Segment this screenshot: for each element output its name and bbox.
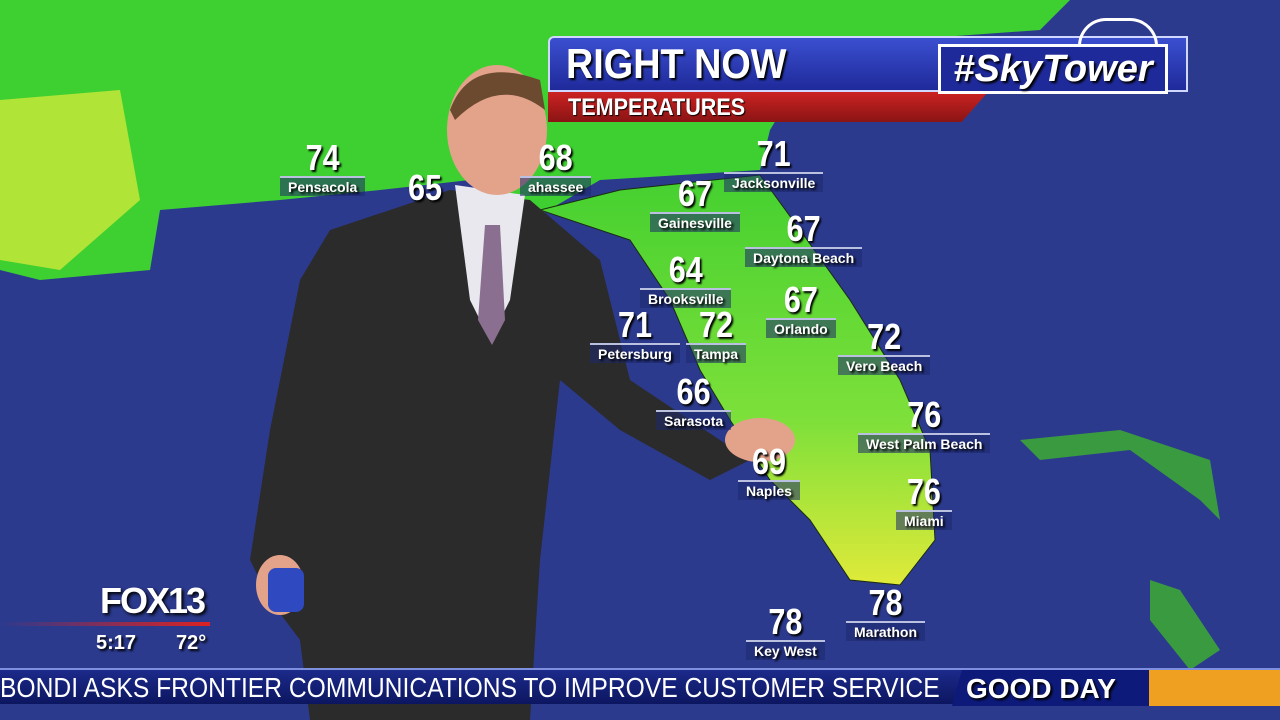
city-name: Naples — [738, 480, 800, 500]
city-name: West Palm Beach — [858, 433, 991, 453]
city-gainesville: 67 Gainesville — [650, 176, 740, 232]
ticker-headline: BONDI ASKS FRONTIER COMMUNICATIONS TO IM… — [0, 672, 940, 703]
show-name: GOOD DAY — [966, 673, 1116, 704]
city-sarasota: 66 Sarasota — [656, 371, 732, 430]
temp-value: 69 — [751, 441, 786, 482]
temp-value: 72 — [699, 304, 734, 345]
city-pensacola: 74 Pensacola — [280, 137, 366, 196]
city-name: Daytona Beach — [745, 247, 863, 267]
city-st-petersburg: 71 Petersburg — [590, 307, 680, 363]
temp-value: 76 — [907, 394, 942, 435]
city-name: Gainesville — [650, 212, 740, 232]
city-name: Tampa — [686, 343, 747, 363]
city-tampa: 72 Tampa — [686, 304, 747, 363]
current-temperature: 72° — [176, 632, 207, 654]
city-brooksville: 64 Brooksville — [640, 249, 732, 308]
temp-value: 67 — [786, 208, 821, 249]
city-naples: 69 Naples — [738, 444, 800, 500]
skytower-dome-icon — [1078, 18, 1158, 46]
header-title: RIGHT NOW — [566, 40, 787, 87]
temp-value: 68 — [538, 137, 573, 178]
temp-value: 67 — [783, 279, 818, 320]
city-unnamed: 65 — [405, 170, 445, 206]
city-name: Orlando — [766, 318, 836, 338]
city-daytona-beach: 67 Daytona Beach — [745, 208, 863, 267]
header-red-bar — [548, 92, 988, 122]
header-subtitle: TEMPERATURES — [568, 94, 746, 121]
skytower-logo: #SkyTower — [938, 44, 1168, 94]
city-marathon: 78 Marathon — [846, 585, 925, 641]
temp-value: 78 — [868, 582, 903, 623]
city-name: Sarasota — [656, 410, 732, 430]
city-name: ahassee — [520, 176, 592, 196]
temp-value: 64 — [668, 249, 703, 290]
cuba-island — [1150, 580, 1220, 670]
temp-value: 65 — [408, 167, 443, 208]
station-logo: FOX13 — [100, 580, 206, 621]
temp-value: 76 — [906, 471, 941, 512]
graphic-header: RIGHT NOW TEMPERATURES — [548, 36, 1280, 122]
city-name: Brooksville — [640, 288, 732, 308]
city-name: Jacksonville — [724, 172, 824, 192]
news-ticker: BONDI ASKS FRONTIER COMMUNICATIONS TO IM… — [0, 668, 1280, 706]
bahamas — [1020, 430, 1220, 520]
temp-value: 71 — [756, 133, 791, 174]
station-bug: FOX13 5:17 72° — [0, 580, 220, 660]
city-name: Petersburg — [590, 343, 680, 363]
city-west-palm-beach: 76 West Palm Beach — [858, 394, 991, 453]
city-tallahassee: 68 ahassee — [520, 137, 592, 196]
temp-value: 74 — [305, 137, 340, 178]
gulf-coast-yellow — [0, 90, 140, 270]
city-vero-beach: 72 Vero Beach — [838, 316, 931, 375]
temp-value: 71 — [617, 304, 652, 345]
city-name: Vero Beach — [838, 355, 931, 375]
city-name: Key West — [746, 640, 825, 660]
city-name: Marathon — [846, 621, 925, 641]
city-jacksonville: 71 Jacksonville — [724, 133, 824, 192]
city-miami: 76 Miami — [896, 474, 952, 530]
city-name: Miami — [896, 510, 952, 530]
presenter — [250, 65, 795, 720]
city-name: Pensacola — [280, 176, 366, 196]
temp-value: 72 — [867, 316, 902, 357]
show-badge — [952, 670, 1280, 706]
clock: 5:17 — [96, 632, 137, 654]
temp-value: 78 — [768, 601, 803, 642]
bug-divider — [0, 622, 210, 626]
city-orlando: 67 Orlando — [766, 282, 836, 338]
temp-value: 67 — [677, 173, 712, 214]
city-key-west: 78 Key West — [746, 604, 825, 660]
temp-value: 66 — [676, 371, 711, 412]
